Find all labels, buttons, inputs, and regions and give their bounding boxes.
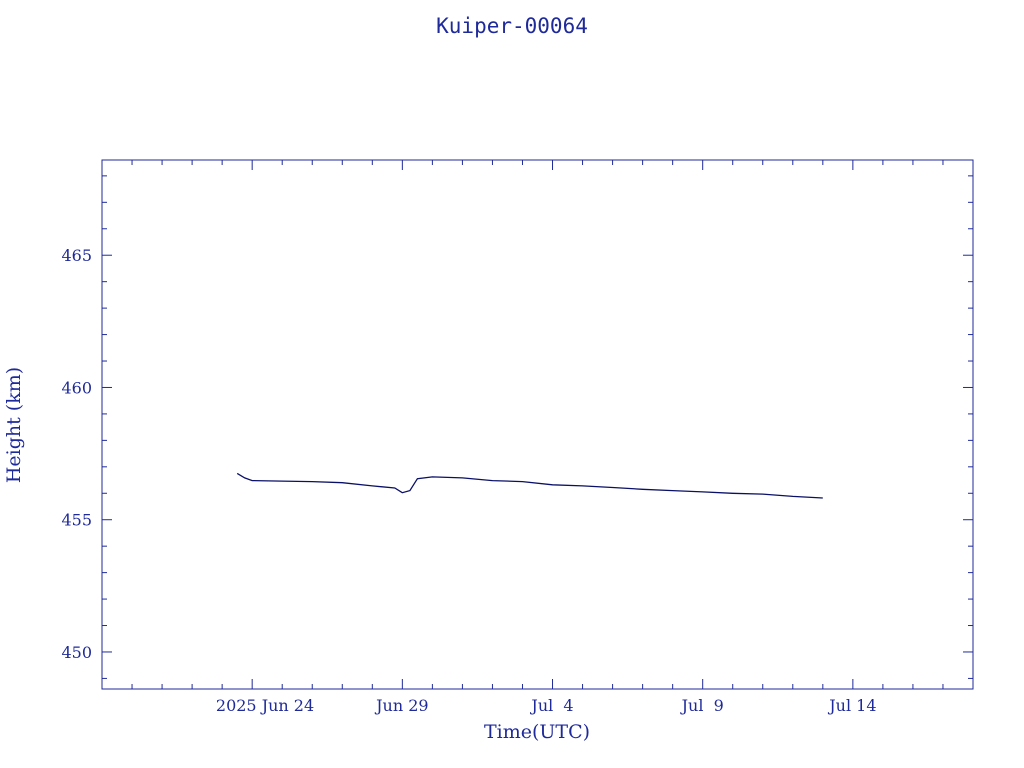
height-series-line [236,472,823,499]
x-tick-label: Jul 9 [680,696,724,715]
tick-labels: 2025 Jun 24 Jun 29 Jul 4 Jul 9 Jul 14 450 455 4… [61,246,876,715]
plot-frame [101,159,974,690]
chart-title: Kuiper-00064 [436,14,588,38]
y-tick-label: 450 [61,643,92,662]
x-axis-label: Time(UTC) [484,721,590,743]
y-tick-label: 455 [61,511,92,530]
tick-marks [101,160,974,689]
y-tick-label: 465 [61,246,92,265]
x-tick-label: Jun 29 [374,696,428,715]
y-axis-label: Height (km) [3,367,25,483]
x-tick-label: Jul 4 [529,696,573,715]
x-tick-label: 2025 Jun 24 [216,696,314,715]
y-tick-label: 460 [61,378,92,397]
x-tick-label: Jul 14 [827,696,876,715]
series-group [236,472,823,499]
